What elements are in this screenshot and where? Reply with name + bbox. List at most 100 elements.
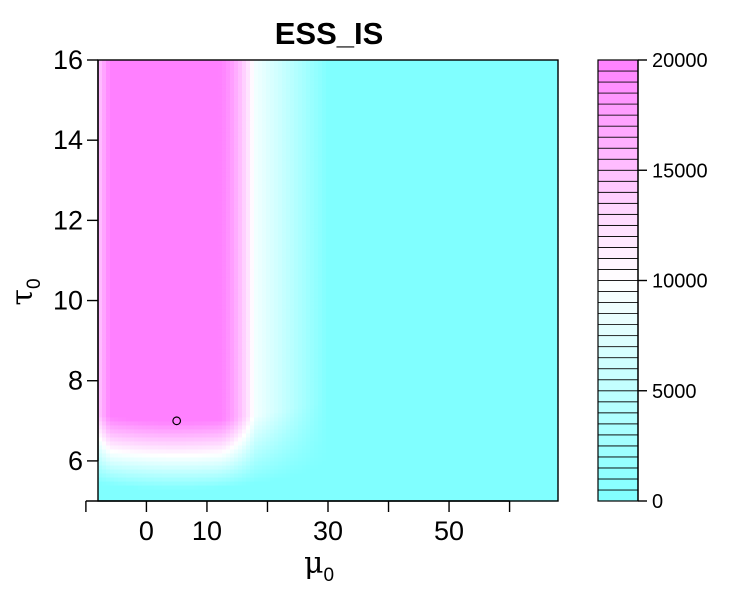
heatmap-cell: [542, 460, 547, 466]
heatmap-cell: [514, 384, 519, 390]
heatmap-cell: [226, 420, 231, 426]
heatmap-cell: [350, 340, 355, 346]
heatmap-cell: [422, 476, 427, 482]
heatmap-cell: [394, 448, 399, 454]
heatmap-cell: [298, 380, 303, 386]
heatmap-cell: [498, 468, 503, 474]
heatmap-cell: [158, 492, 163, 498]
heatmap-cell: [442, 328, 447, 334]
heatmap-cell: [278, 340, 283, 346]
heatmap-cell: [362, 496, 367, 502]
heatmap-cell: [330, 336, 335, 342]
heatmap-cell: [218, 336, 223, 342]
heatmap-cell: [146, 452, 151, 458]
heatmap-cell: [442, 372, 447, 378]
heatmap-cell: [418, 492, 423, 498]
heatmap-cell: [422, 460, 427, 466]
heatmap-cell: [314, 340, 319, 346]
heatmap-cell: [262, 324, 267, 330]
heatmap-cell: [150, 384, 155, 390]
heatmap-cell: [514, 460, 519, 466]
heatmap-cell: [382, 372, 387, 378]
heatmap-cell: [398, 408, 403, 414]
heatmap-cell: [406, 376, 411, 382]
heatmap-cell: [190, 380, 195, 386]
heatmap-cell: [346, 472, 351, 478]
heatmap-cell: [318, 420, 323, 426]
heatmap-cell: [158, 324, 163, 330]
heatmap-cell: [238, 452, 243, 458]
heatmap-cell: [186, 420, 191, 426]
heatmap-cell: [126, 328, 131, 334]
heatmap-cell: [326, 340, 331, 346]
heatmap-cell: [374, 468, 379, 474]
heatmap-cell: [114, 368, 119, 374]
heatmap-cell: [406, 404, 411, 410]
heatmap-cell: [394, 480, 399, 486]
heatmap-cell: [514, 496, 519, 502]
heatmap-cell: [254, 336, 259, 342]
heatmap-cell: [258, 336, 263, 342]
heatmap-cell: [234, 364, 239, 370]
heatmap-cell: [470, 496, 475, 502]
heatmap-cell: [502, 440, 507, 446]
heatmap-cell: [226, 392, 231, 398]
heatmap-cell: [286, 448, 291, 454]
heatmap-cell: [314, 420, 319, 426]
heatmap-cell: [222, 452, 227, 458]
heatmap-cell: [294, 480, 299, 486]
heatmap-cell: [542, 432, 547, 438]
heatmap-cell: [174, 436, 179, 442]
heatmap-cell: [394, 488, 399, 494]
heatmap-cell: [346, 392, 351, 398]
heatmap-cell: [514, 456, 519, 462]
heatmap-cell: [226, 484, 231, 490]
heatmap-cell: [114, 376, 119, 382]
heatmap-cell: [370, 392, 375, 398]
heatmap-cell: [242, 408, 247, 414]
heatmap-cell: [290, 480, 295, 486]
heatmap-cell: [414, 404, 419, 410]
heatmap-cell: [342, 400, 347, 406]
heatmap-cell: [194, 456, 199, 462]
heatmap-cell: [182, 376, 187, 382]
heatmap-cell: [274, 360, 279, 366]
heatmap-cell: [114, 328, 119, 334]
heatmap-cell: [138, 368, 143, 374]
heatmap-cell: [266, 348, 271, 354]
heatmap-cell: [498, 436, 503, 442]
heatmap-cell: [186, 388, 191, 394]
heatmap-cell: [522, 328, 527, 334]
heatmap-cell: [154, 376, 159, 382]
heatmap-cell: [198, 364, 203, 370]
heatmap-cell: [318, 360, 323, 366]
heatmap-cell: [326, 440, 331, 446]
heatmap-cell: [402, 456, 407, 462]
heatmap-cell: [146, 412, 151, 418]
heatmap-cell: [430, 336, 435, 342]
heatmap-cell: [402, 424, 407, 430]
heatmap-cell: [290, 440, 295, 446]
heatmap-cell: [278, 472, 283, 478]
heatmap-cell: [474, 480, 479, 486]
heatmap-cell: [186, 380, 191, 386]
heatmap-cell: [442, 360, 447, 366]
heatmap-cell: [482, 360, 487, 366]
heatmap-cell: [338, 488, 343, 494]
heatmap-cell: [542, 336, 547, 342]
heatmap-cell: [474, 344, 479, 350]
heatmap-cell: [174, 464, 179, 470]
heatmap-cell: [258, 384, 263, 390]
heatmap-cell: [442, 332, 447, 338]
heatmap-cell: [418, 388, 423, 394]
heatmap-cell: [446, 340, 451, 346]
heatmap-cell: [370, 424, 375, 430]
heatmap-cell: [262, 376, 267, 382]
heatmap-cell: [210, 348, 215, 354]
heatmap-cell: [426, 380, 431, 386]
heatmap-cell: [350, 328, 355, 334]
heatmap-cell: [230, 452, 235, 458]
heatmap-cell: [338, 480, 343, 486]
heatmap-cell: [226, 412, 231, 418]
heatmap-cell: [518, 440, 523, 446]
